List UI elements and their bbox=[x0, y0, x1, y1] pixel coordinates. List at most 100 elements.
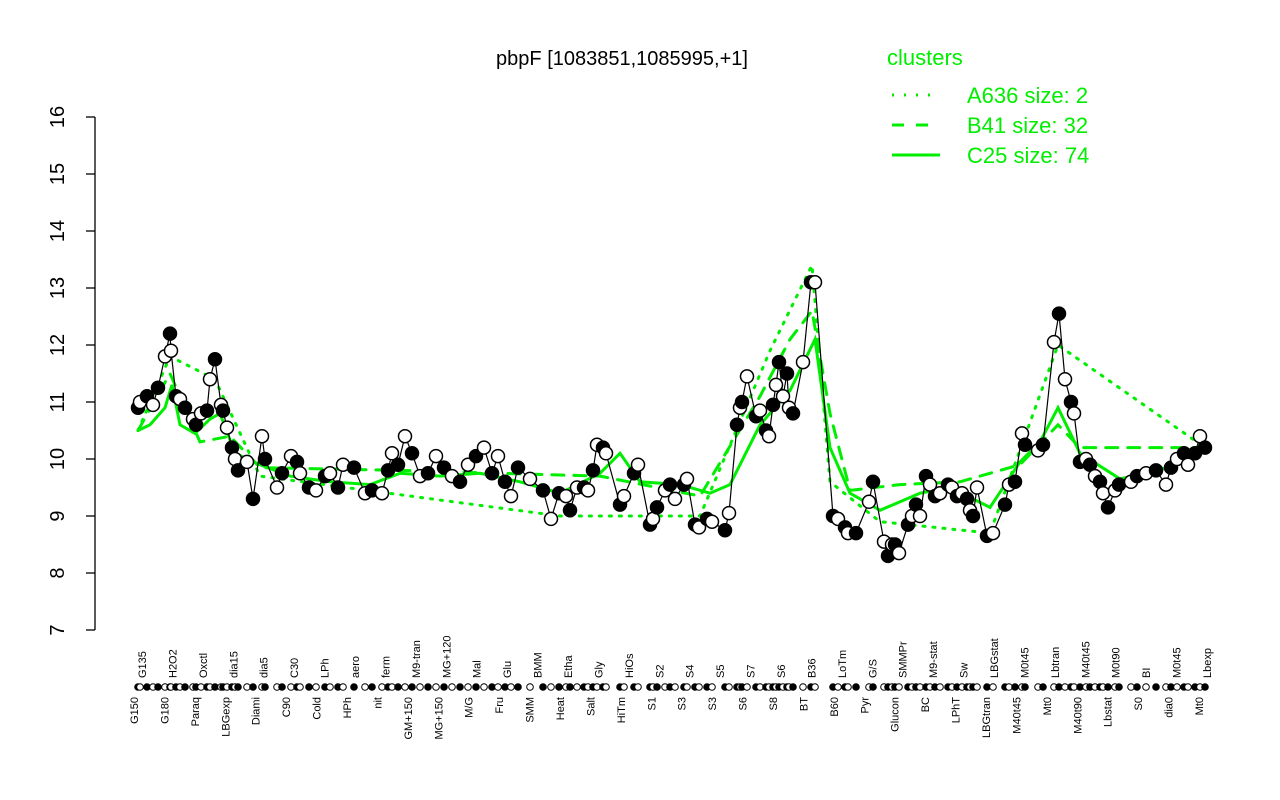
x-rug-marker bbox=[154, 683, 162, 691]
x-tick-label-top: M0t45 bbox=[1019, 647, 1031, 678]
x-rug-marker bbox=[408, 683, 416, 691]
data-point bbox=[199, 403, 215, 418]
data-point bbox=[543, 511, 559, 527]
y-tick-label: 11 bbox=[47, 392, 69, 413]
data-point bbox=[535, 483, 551, 498]
x-rug-marker bbox=[448, 683, 456, 691]
x-rug-marker bbox=[973, 683, 981, 691]
x-rug-marker bbox=[566, 683, 574, 691]
data-point bbox=[580, 483, 596, 498]
x-rug-marker bbox=[249, 683, 257, 691]
y-tick-label: 7 bbox=[47, 624, 69, 635]
data-point bbox=[616, 488, 632, 504]
x-tick-label-bottom: S1 bbox=[646, 697, 658, 710]
x-rug-marker bbox=[416, 683, 424, 691]
data-point bbox=[585, 463, 601, 478]
y-tick-label: 13 bbox=[47, 277, 69, 299]
x-rug-marker bbox=[789, 683, 797, 691]
x-rug-marker bbox=[514, 683, 522, 691]
data-point bbox=[761, 428, 777, 444]
x-tick-label-bottom: HiTm bbox=[616, 697, 628, 723]
data-point bbox=[807, 275, 823, 290]
data-point bbox=[1017, 437, 1033, 453]
x-tick-label-bottom: dia0 bbox=[1164, 697, 1176, 718]
x-tick-label-bottom: M40t45 bbox=[1011, 697, 1023, 734]
data-point bbox=[771, 354, 787, 370]
x-tick-label-top: LBGstat bbox=[989, 638, 1001, 678]
x-tick-label-bottom: HPh bbox=[342, 697, 354, 718]
x-rug-marker bbox=[555, 683, 563, 691]
data-point bbox=[207, 352, 223, 367]
x-tick-label-top: Lbtran bbox=[1050, 647, 1062, 678]
data-point bbox=[522, 471, 538, 487]
y-tick-label: 10 bbox=[47, 448, 69, 470]
x-tick-label-bottom: LBGtran bbox=[981, 697, 993, 738]
x-rug-marker bbox=[936, 683, 944, 691]
x-tick-label-bottom: S3 bbox=[677, 697, 689, 710]
data-point bbox=[245, 491, 261, 507]
data-point bbox=[704, 514, 720, 529]
data-point bbox=[1066, 406, 1082, 421]
x-rug-marker bbox=[401, 683, 409, 691]
x-rug-marker bbox=[634, 683, 642, 691]
x-rug-marker bbox=[1201, 683, 1209, 691]
x-tick-label-top: S5 bbox=[715, 665, 727, 678]
data-point bbox=[1046, 334, 1062, 350]
x-tick-label-top: BMM bbox=[533, 652, 545, 678]
x-rug-marker bbox=[394, 683, 402, 691]
x-tick-label-bottom: GM+150 bbox=[403, 697, 415, 740]
x-rug-marker bbox=[1021, 683, 1029, 691]
x-rug-marker bbox=[526, 683, 534, 691]
y-tick-label: 16 bbox=[47, 106, 69, 128]
data-point bbox=[795, 354, 811, 370]
x-tick-label-bottom: M/G bbox=[464, 697, 476, 718]
x-tick-label-bottom: LBGexp bbox=[220, 697, 232, 737]
x-rug-marker bbox=[708, 683, 716, 691]
legend-entry-c25: C25 size: 74 bbox=[967, 143, 1089, 168]
data-point bbox=[215, 403, 231, 418]
data-point bbox=[397, 428, 413, 444]
data-point bbox=[452, 474, 468, 490]
x-tick-label-bottom: G180 bbox=[159, 697, 171, 724]
data-point bbox=[717, 523, 733, 538]
data-point bbox=[752, 403, 768, 418]
x-tick-label-top: H2O2 bbox=[167, 649, 179, 678]
data-point bbox=[420, 466, 436, 481]
x-rug-marker bbox=[1115, 683, 1123, 691]
x-tick-label-bottom: Glucon bbox=[890, 697, 902, 732]
x-tick-label-top: LoTm bbox=[837, 650, 849, 678]
x-tick-label-top: G135 bbox=[137, 651, 149, 678]
x-rug-marker bbox=[440, 683, 448, 691]
x-rug-marker bbox=[895, 683, 903, 691]
x-tick-label-top: Etha bbox=[563, 654, 575, 678]
data-point bbox=[861, 494, 877, 510]
data-point bbox=[729, 417, 745, 433]
x-tick-label-bottom: B60 bbox=[829, 697, 841, 717]
x-tick-label-bottom: S3 bbox=[707, 697, 719, 710]
x-rug-marker bbox=[869, 683, 877, 691]
sample-points bbox=[130, 275, 1213, 564]
x-rug-marker bbox=[539, 683, 547, 691]
x-tick-label-top: Sw bbox=[959, 663, 971, 678]
data-point bbox=[308, 483, 324, 498]
y-tick-label: 8 bbox=[47, 567, 69, 578]
x-tick-label-top: S4 bbox=[685, 665, 697, 678]
x-tick-label-top: M0t45 bbox=[1172, 647, 1184, 678]
x-tick-label-bottom: Lbstat bbox=[1103, 697, 1115, 727]
data-point bbox=[1035, 437, 1051, 453]
x-rug-marker bbox=[464, 683, 472, 691]
data-point bbox=[330, 480, 346, 495]
data-point bbox=[997, 497, 1013, 512]
data-point bbox=[177, 400, 193, 415]
data-point bbox=[1111, 477, 1127, 492]
x-rug-marker bbox=[743, 683, 751, 691]
x-rug-marker bbox=[547, 683, 555, 691]
x-rug-marker bbox=[234, 683, 242, 691]
x-rug-marker bbox=[326, 683, 334, 691]
y-tick-label: 15 bbox=[47, 163, 69, 185]
x-rug-marker bbox=[683, 683, 691, 691]
x-tick-label-bottom: nit bbox=[372, 697, 384, 709]
data-point bbox=[1095, 485, 1111, 501]
x-rug-marker bbox=[472, 683, 480, 691]
